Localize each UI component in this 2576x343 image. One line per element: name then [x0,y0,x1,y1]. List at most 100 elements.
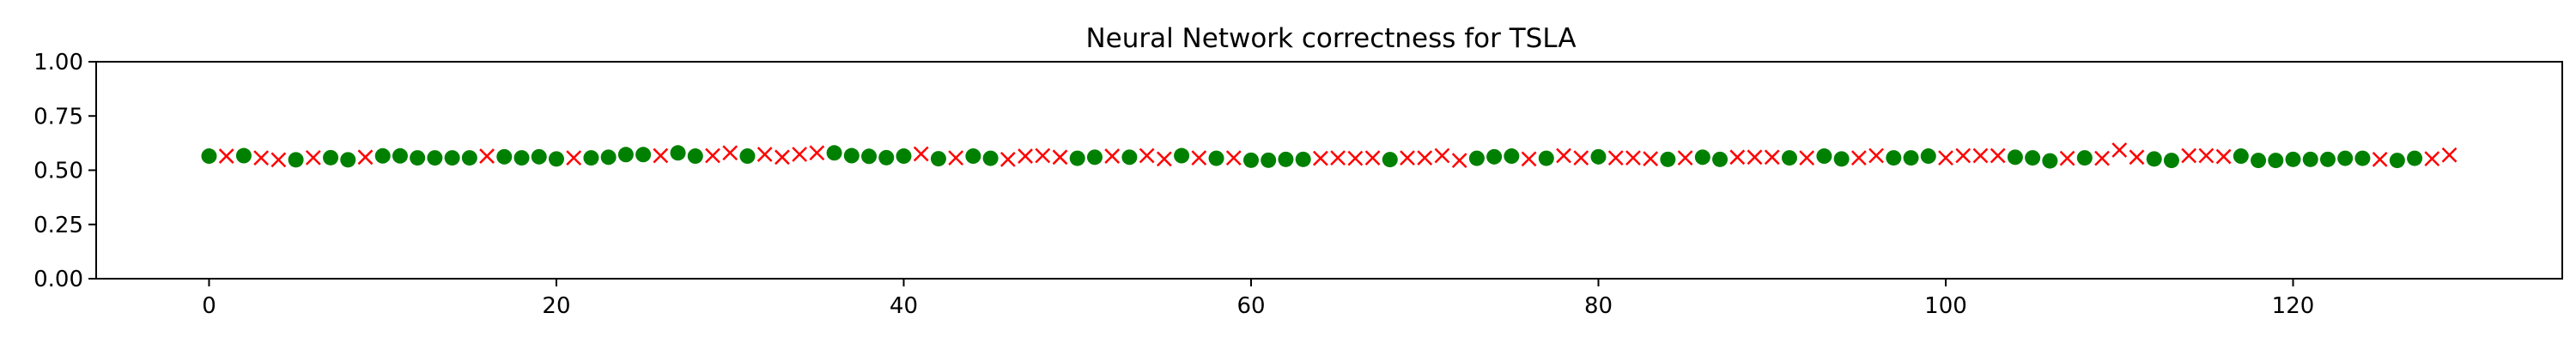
correct-point [635,147,652,163]
incorrect-point [1347,150,1364,166]
correct-point [2389,153,2405,169]
incorrect-point [2181,147,2197,164]
incorrect-point [1191,150,1207,165]
correct-point [583,150,599,166]
correct-point [2025,150,2041,166]
incorrect-point [1330,150,1346,165]
correct-point [444,150,460,166]
incorrect-point [1556,147,1571,164]
incorrect-point [1990,147,2006,164]
correct-point [1538,150,1554,166]
incorrect-point [1955,147,1971,164]
correct-point [1242,152,1259,168]
correct-point [427,150,443,166]
incorrect-point [948,150,964,165]
correct-point [2354,150,2371,166]
incorrect-point [2441,147,2458,163]
incorrect-point [1225,150,1242,165]
incorrect-point [218,148,234,164]
incorrect-point [2129,149,2145,165]
correct-point [323,149,339,165]
correct-point [1295,151,1311,167]
correct-point [617,147,634,163]
incorrect-point [792,147,808,162]
correct-point [1660,151,1676,167]
incorrect-point [1972,147,1989,164]
correct-point [739,148,756,165]
incorrect-point [270,152,287,168]
incorrect-point [566,150,582,165]
correct-point [965,148,981,165]
incorrect-point [1417,150,1433,165]
incorrect-point [1677,150,1693,165]
incorrect-point [999,151,1016,167]
x-tick-label: 100 [1924,293,1967,319]
y-tick-label: 0.00 [33,267,83,292]
y-tick-label: 0.50 [33,159,83,184]
correct-point [1903,150,1919,166]
incorrect-point [1850,150,1867,165]
correct-point [548,151,564,167]
incorrect-point [809,145,825,161]
incorrect-point [1607,150,1624,165]
x-axis: 0 20 40 60 80 100 120 [202,279,2314,319]
plot-area-frame [95,61,2563,280]
correct-point [2233,148,2249,165]
incorrect-point [2372,151,2388,167]
incorrect-point [1052,149,1068,165]
correct-point [1486,148,1503,165]
correct-point [982,150,999,166]
correct-point [1886,150,1902,166]
correct-point [896,148,912,165]
incorrect-point [1451,153,1467,168]
correct-point [496,148,513,165]
incorrect-point [1643,151,1659,166]
correct-point [826,145,842,161]
incorrect-point [1156,151,1172,167]
correct-point [392,147,408,164]
correct-point [1712,151,1728,167]
incorrect-point [1938,150,1953,165]
incorrect-point [1747,149,1763,165]
x-tick-label: 0 [202,293,216,319]
data-points [201,142,2458,169]
incorrect-point [1035,147,1051,164]
incorrect-point [2111,142,2128,158]
correct-point [1468,150,1485,166]
correct-point [930,151,946,167]
correct-point [1833,151,1850,167]
correct-point [600,149,617,165]
incorrect-point [1104,148,1121,164]
incorrect-point [2059,150,2075,166]
incorrect-point [1313,150,1328,166]
correct-point [1816,148,1832,165]
x-tick-label: 120 [2272,293,2315,319]
y-tick-label: 0.25 [33,213,83,238]
correct-point [1121,149,1138,165]
incorrect-point [1799,150,1815,165]
incorrect-point [2215,148,2232,165]
correct-point [2007,149,2023,165]
x-tick-label: 20 [542,293,570,319]
incorrect-point [1018,148,1033,164]
correct-point [687,148,703,165]
correct-point [1382,152,1398,168]
correct-point [843,147,860,164]
incorrect-point [357,149,374,165]
correct-point [1278,151,1294,167]
incorrect-point [653,147,669,164]
correct-point [2285,151,2301,167]
correct-point [288,152,304,168]
incorrect-point [722,145,738,161]
correct-point [1174,147,1190,164]
correct-point [1261,152,1277,168]
incorrect-point [305,149,321,165]
x-tick-label: 40 [890,293,918,319]
correct-point [2076,150,2093,166]
x-tick-label: 60 [1236,293,1265,319]
correct-point [531,148,547,165]
incorrect-point [1139,147,1155,164]
incorrect-point [913,146,929,162]
x-tick-label: 80 [1584,293,1613,319]
